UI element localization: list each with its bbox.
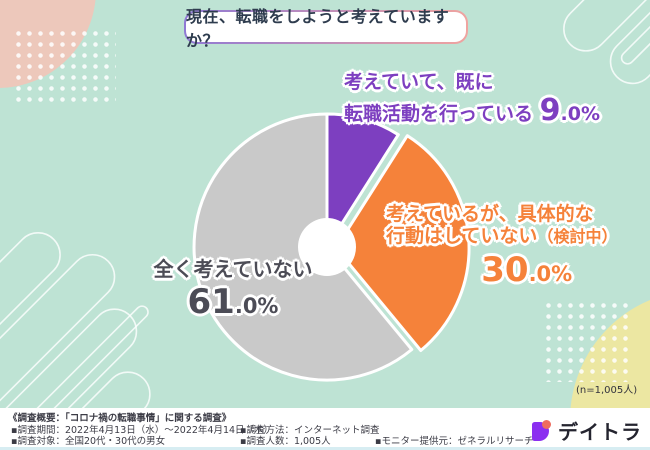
label-orange-paren: （検討中） (537, 227, 618, 247)
gray-percent-dec: .0% (234, 293, 279, 318)
gray-percent: 61.0% (138, 282, 328, 322)
daytra-logo: デイトラ (532, 416, 642, 445)
footer-bar: 《調査概要：「コロナ禍の転職事情」に関する調査》 ▪調査期間：2022年4月13… (0, 408, 650, 450)
logo-coral-dot (542, 420, 551, 429)
survey-period: ▪調査期間：2022年4月13日（水）〜2022年4月14日（木） (11, 425, 274, 436)
sample-size-note: (n=1,005人) (576, 385, 638, 396)
page-title: 現在、転職をしようと考えていますか？ (186, 7, 450, 50)
dot-grid-top-left (13, 28, 116, 104)
daytra-logo-icon (532, 420, 551, 441)
survey-method: ▪調査方法：インターネット調査 (240, 425, 380, 436)
logo-text: デイトラ (558, 420, 642, 444)
survey-target: ▪調査対象：全国20代・30代の男女 (11, 436, 166, 447)
label-purple-line1: 考えていて、既に (344, 71, 494, 93)
survey-overview-heading: 《調査概要：「コロナ禍の転職事情」に関する調査》 (8, 413, 232, 424)
footer-bottom-strip (0, 447, 650, 450)
pie-slice-gray (192, 112, 414, 382)
label-purple-line2: 転職活動を行っている 9.0% (344, 93, 601, 129)
label-orange-line2: 行動はしていない（検討中） (386, 225, 618, 248)
dot-grid-bottom-right (543, 300, 631, 382)
title-inner: 現在、転職をしようと考えていますか？ (186, 7, 466, 50)
gray-percent-int: 61 (187, 281, 235, 322)
title-box: 現在、転職をしようと考えていますか？ (184, 7, 468, 50)
orange-percent-dec: .0% (528, 261, 573, 286)
survey-count: ▪調査人数：1,005人 (240, 436, 331, 447)
label-orange-slice: 考えているが、具体的な 行動はしていない（検討中） 30.0% (386, 203, 617, 290)
orange-percent-int: 30 (481, 249, 529, 290)
purple-percent-dec: .0% (560, 103, 601, 126)
label-purple-slice: 考えていて、既に 転職活動を行っている 9.0% (344, 71, 600, 129)
survey-monitor-provider: ▪モニター提供元：ゼネラルリサーチ (375, 436, 534, 447)
label-gray-line1: 全く考えていない (153, 257, 313, 281)
label-orange-line1: 考えているが、具体的な (386, 203, 594, 225)
purple-percent-int: 9 (539, 93, 561, 129)
orange-percent: 30.0% (436, 250, 617, 290)
label-gray-slice: 全く考えていない 61.0% (138, 257, 328, 322)
